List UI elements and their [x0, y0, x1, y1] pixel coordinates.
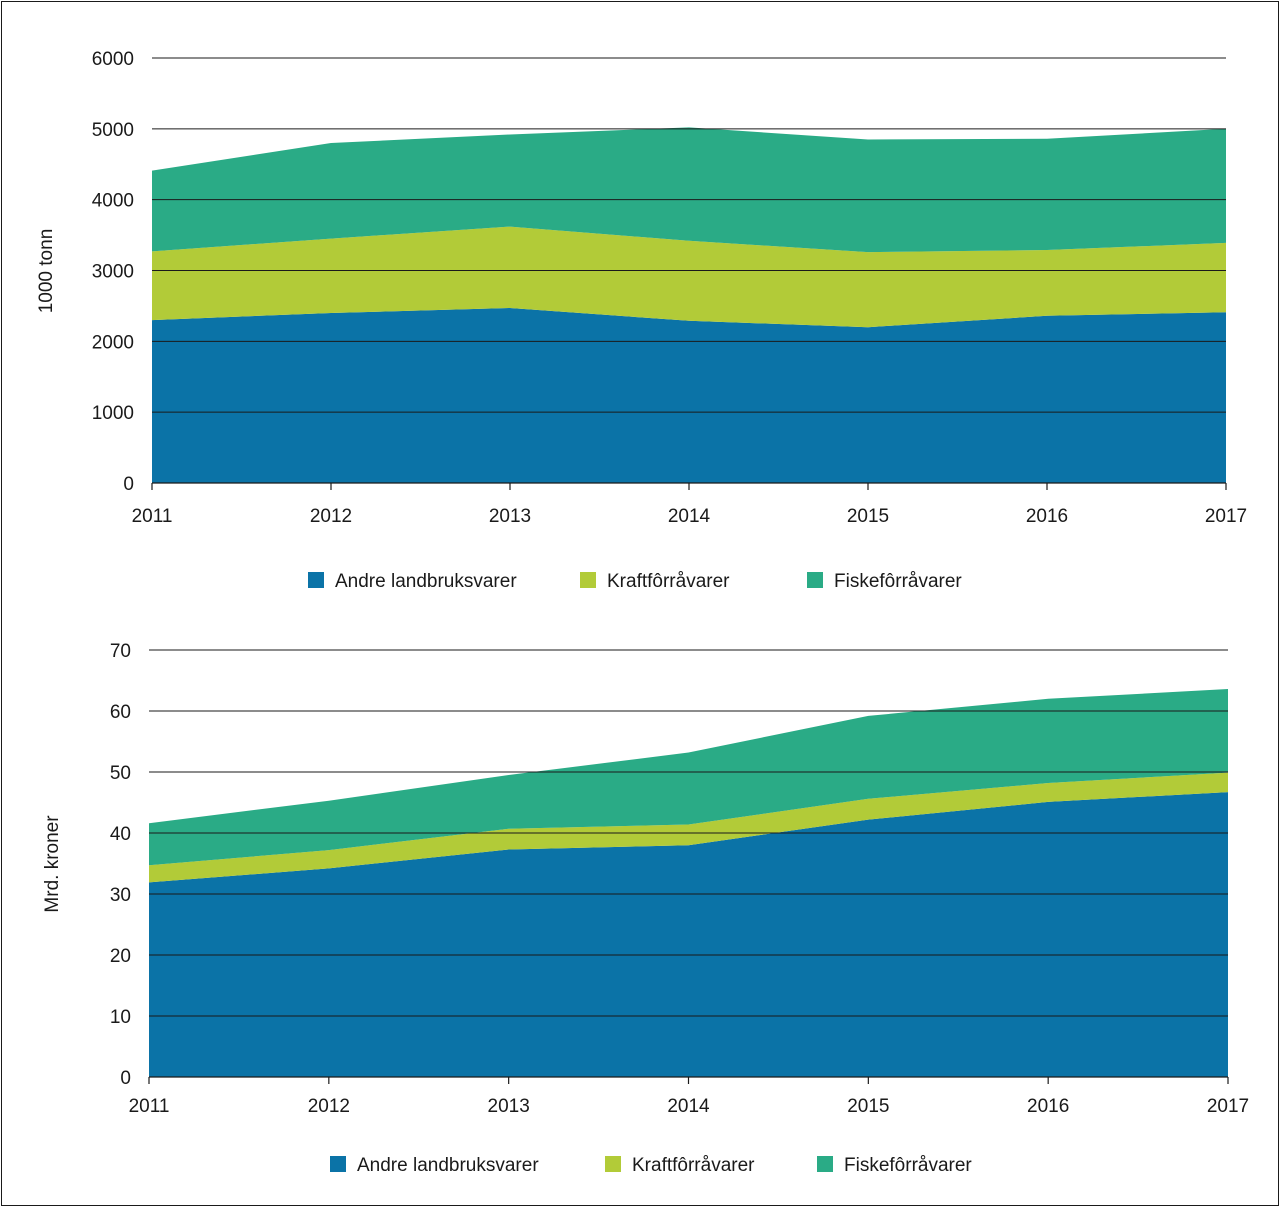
x-tick-label: 2011: [132, 506, 173, 527]
x-tick-label: 2012: [308, 1096, 350, 1117]
area-series-2: [149, 772, 1228, 883]
x-tick-label: 2015: [847, 506, 889, 527]
y-tick-label: 20: [110, 946, 131, 967]
legend-label: Kraftfôrråvarer: [607, 571, 730, 592]
x-tick-label: 2017: [1205, 506, 1247, 527]
legend-swatch: [308, 572, 324, 588]
legend-label: Kraftfôrråvarer: [632, 1155, 755, 1176]
legend-label: Andre landbruksvarer: [357, 1155, 539, 1176]
y-tick-label: 3000: [92, 262, 134, 283]
legend-label: Fiskefôrråvarer: [834, 571, 962, 592]
legend-label: Andre landbruksvarer: [335, 571, 517, 592]
area-series-2: [152, 226, 1226, 328]
y-tick-label: 0: [120, 1068, 131, 1089]
legend-label: Fiskefôrråvarer: [844, 1155, 972, 1176]
y-tick-label: 5000: [92, 120, 134, 141]
y-tick-label: 6000: [92, 49, 134, 70]
y-tick-label: 4000: [92, 191, 134, 212]
area-series-1: [149, 792, 1228, 1077]
legend-swatch: [580, 572, 596, 588]
y-tick-label: 2000: [92, 332, 134, 353]
x-tick-label: 2013: [488, 1096, 530, 1117]
y-axis-label: Mrd. kroner: [42, 815, 63, 913]
y-tick-label: 60: [110, 702, 131, 723]
y-tick-label: 0: [123, 474, 134, 495]
area-series-1: [152, 308, 1226, 483]
y-tick-label: 40: [110, 824, 131, 845]
legend-swatch: [817, 1156, 833, 1172]
area-series-3: [152, 127, 1226, 253]
x-tick-label: 2015: [847, 1096, 889, 1117]
legend-swatch: [605, 1156, 621, 1172]
x-tick-label: 2014: [668, 506, 711, 527]
y-tick-label: 30: [110, 885, 131, 906]
legend-swatch: [330, 1156, 346, 1172]
area-series-3: [149, 689, 1228, 866]
legend-swatch: [807, 572, 823, 588]
area-chart-2: 2011 2012 2013 2014 2015 2016 2017 0 10 20 30 40 50 6…: [42, 641, 1249, 1176]
x-tick-label: 2016: [1026, 506, 1068, 527]
y-tick-label: 50: [110, 763, 131, 784]
x-tick-label: 2017: [1207, 1096, 1249, 1117]
x-tick-label: 2014: [667, 1096, 710, 1117]
y-axis-label: 1000 tonn: [36, 229, 57, 314]
y-tick-label: 70: [110, 641, 131, 662]
area-chart-1: 2011 2012 2013 2014 2015 2016 2017 0 1000 2000 300…: [36, 49, 1247, 592]
x-tick-label: 2012: [310, 506, 352, 527]
x-tick-label: 2013: [489, 506, 531, 527]
x-tick-label: 2011: [129, 1096, 170, 1117]
y-tick-label: 10: [110, 1007, 131, 1028]
x-tick-label: 2016: [1027, 1096, 1069, 1117]
y-tick-label: 1000: [92, 403, 134, 424]
